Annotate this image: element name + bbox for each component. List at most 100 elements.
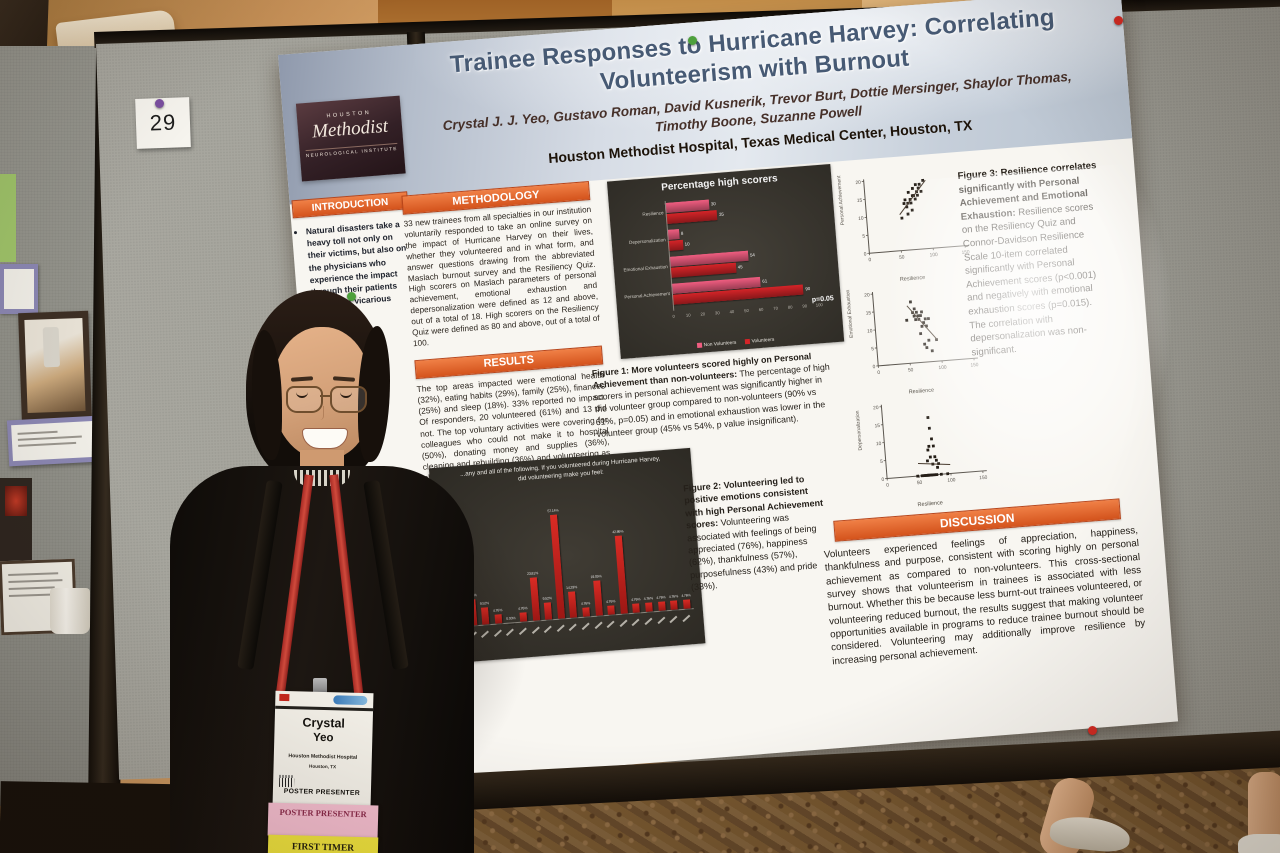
- figure3-caption-rest: Resilience scores on the Resiliency Quiz…: [961, 201, 1097, 359]
- scatter-svg: 0 50 100 150 0 5 10 15 20: [864, 292, 979, 376]
- svg-text:0: 0: [881, 477, 884, 483]
- figure2-bar: [568, 591, 578, 618]
- badge-barcode: [279, 774, 295, 788]
- figure2-x-tick-label: [619, 619, 628, 627]
- bystander-shoe-right: [1238, 834, 1280, 853]
- figure2-x-tick-label: [657, 616, 665, 624]
- figure1-bar-value: 54: [749, 252, 756, 258]
- figure2-bar: [549, 514, 565, 619]
- figure2-bar-value: 42.86%: [612, 529, 624, 535]
- figure2-x-tick-label: [606, 620, 615, 628]
- svg-text:10: 10: [858, 216, 864, 222]
- scatter-depersonalization: Depersonalization Resilience 0 50 100 150 0 5…: [855, 390, 997, 513]
- figure1-bar: [666, 229, 680, 240]
- figure1-bar-value: 61: [762, 278, 768, 284]
- figure2-bar-value: 9.52%: [542, 595, 552, 601]
- photo-subject: [42, 326, 61, 368]
- scatter3-ylabel: Depersonalization: [854, 410, 864, 451]
- poster-number: 29: [149, 109, 177, 136]
- figure1-bar-value: 35: [718, 211, 725, 217]
- figure2-x-tick-label: [556, 624, 565, 632]
- svg-text:5: 5: [871, 346, 874, 352]
- svg-text:100: 100: [929, 252, 938, 259]
- badge-organization: Houston Methodist Hospital: [288, 753, 358, 761]
- person-eye-right: [340, 392, 352, 398]
- legend-swatch-volunteers: [744, 339, 750, 345]
- figure1-caption: Figure 1: More volunteers scored highly …: [591, 349, 836, 440]
- figure2-bar: [614, 535, 628, 614]
- figure2-bar: [670, 600, 678, 610]
- svg-text:0: 0: [864, 251, 867, 257]
- figure2-bar-value: 4.76%: [656, 595, 666, 601]
- figure1-plot-area: Resilience 30 35 Depersonalization 8 10 Emotio…: [608, 182, 842, 339]
- houston-methodist-logo: HOUSTON Methodist NEUROLOGICAL INSTITUTE: [295, 95, 406, 182]
- badge-location: Houston, TX: [308, 763, 337, 770]
- glasses-left-lens: [286, 386, 323, 413]
- figure2-bar-value: 57.14%: [547, 508, 559, 514]
- figure2-x-tick-label: [631, 618, 640, 626]
- figure1-category-label: Emotional Exhaustion: [623, 264, 668, 273]
- svg-text:100: 100: [947, 477, 956, 484]
- figure2-x-tick-label: [644, 617, 653, 625]
- caption-text-line: [18, 441, 77, 447]
- figure1-category-label: Resilience: [642, 210, 664, 217]
- figure2-bar-value: 4.76%: [668, 594, 679, 600]
- card-text-line: [8, 572, 59, 577]
- legend-swatch-non-volunteers: [696, 342, 702, 349]
- paper-cup: [50, 588, 90, 634]
- figure2-bar-value: 4.76%: [605, 599, 616, 605]
- name-badge: Crystal Yeo Houston Methodist Hospital H…: [272, 690, 374, 810]
- svg-text:20: 20: [855, 180, 861, 186]
- figure1-x-tick: 80: [787, 304, 793, 310]
- figure2-caption: Figure 2: Volunteering led to positive e…: [683, 471, 833, 593]
- svg-text:15: 15: [857, 198, 863, 204]
- badge-logo-swoosh: [333, 695, 368, 706]
- figure1-x-tick: 60: [758, 306, 764, 313]
- pinned-green-paper: [0, 174, 16, 262]
- figure2-x-tick-label: [543, 625, 552, 633]
- svg-text:0: 0: [872, 364, 875, 370]
- scatter2-ylabel: Emotional Exhaustion: [845, 289, 855, 339]
- svg-text:15: 15: [866, 310, 872, 316]
- figure1-x-tick: 0: [672, 313, 676, 319]
- pinned-caption-paper: [11, 420, 97, 462]
- figure2-bar: [582, 607, 590, 617]
- glasses-bridge: [320, 395, 332, 397]
- badge-divider: [275, 705, 374, 711]
- svg-text:150: 150: [979, 475, 988, 482]
- badge-first-name: Crystal: [302, 715, 346, 731]
- ribbon-poster-presenter: POSTER PRESENTER: [267, 802, 379, 839]
- pinned-card-top-paper: [4, 269, 34, 309]
- figure1-bar: [667, 239, 684, 251]
- left-bulletin-board: [0, 46, 102, 806]
- person-eye-left: [296, 392, 308, 398]
- figure2-bar-value: 4.76%: [643, 596, 654, 602]
- caption-text-line: [17, 435, 82, 441]
- scatter1-ylabel: Personal Achievement: [836, 175, 847, 226]
- research-poster: HOUSTON Methodist NEUROLOGICAL INSTITUTE…: [278, 0, 1185, 788]
- methodology-text: 33 new trainees from all specialties in …: [403, 204, 600, 349]
- figure1-x-tick: 20: [700, 311, 706, 317]
- legend-label-non-volunteers: Non Volunteers: [703, 340, 737, 349]
- figure2-x-tick-label: [682, 614, 690, 622]
- figure1-bar: [665, 210, 718, 224]
- red-pushpin-bottom-right: [1088, 726, 1097, 735]
- svg-text:50: 50: [917, 480, 923, 486]
- badge-red-chip: [279, 693, 290, 702]
- figure3-caption: Figure 3: Resilience correlates signific…: [957, 159, 1114, 360]
- card-text-line: [8, 579, 63, 584]
- figure2-bar: [657, 601, 666, 611]
- figure1-x-tick: 40: [729, 309, 735, 315]
- scatter-svg: 0 50 100 150 0 5 10 15 20: [873, 404, 988, 489]
- svg-text:15: 15: [874, 423, 880, 429]
- card-text-line: [8, 586, 55, 591]
- red-pushpin-top-right: [1114, 16, 1123, 25]
- svg-text:0: 0: [886, 482, 889, 488]
- svg-text:10: 10: [867, 328, 873, 334]
- badge-role: POSTER PRESENTER: [283, 787, 361, 797]
- svg-text:20: 20: [873, 405, 879, 411]
- figure2-x-tick-label: [569, 623, 577, 631]
- figure1-bar-value: 10: [684, 241, 690, 247]
- legend-label-volunteers: Volunteers: [751, 337, 775, 345]
